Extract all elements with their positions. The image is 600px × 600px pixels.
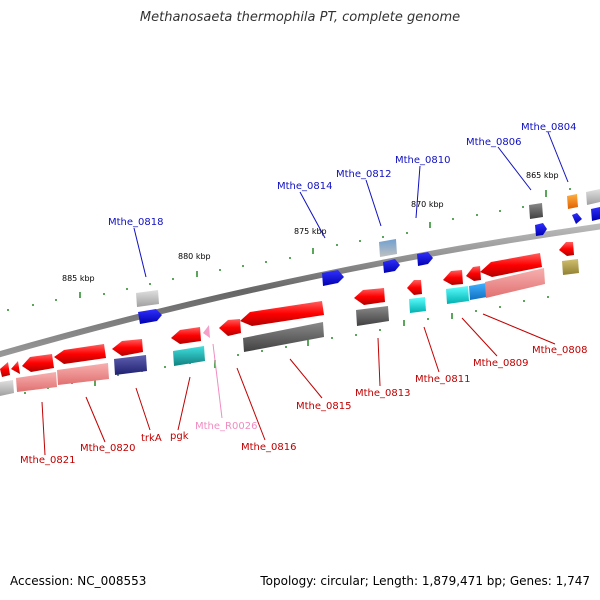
map-title: Methanosaeta thermophila PT, complete ge… <box>139 10 461 25</box>
gene-mthe-0811[interactable] <box>407 280 422 295</box>
label-mthe-0806: Mthe_0806 <box>466 137 522 148</box>
gene-red-left-2[interactable] <box>11 361 20 374</box>
label-mthe-0815: Mthe_0815 <box>296 401 352 412</box>
gene-mthe-0818[interactable] <box>138 309 162 324</box>
gene-mthe-0810[interactable] <box>417 252 433 266</box>
gene-gray-left-inner[interactable] <box>0 380 14 396</box>
gene-mthe-0804[interactable] <box>567 194 578 209</box>
gene-pink-0821[interactable] <box>16 372 57 392</box>
label-mthe-0813: Mthe_0813 <box>355 388 411 399</box>
gene-gray-0813[interactable] <box>356 306 389 326</box>
label-mthe-0818: Mthe_0818 <box>108 217 164 228</box>
label-pgk: pgk <box>170 431 189 442</box>
gene-mthe-0820[interactable] <box>54 344 106 364</box>
label-mthe-0811: Mthe_0811 <box>415 374 471 385</box>
gene-red-0809b[interactable] <box>466 266 481 281</box>
gene-pink-0808[interactable] <box>485 268 545 298</box>
gene-red-right[interactable] <box>559 242 574 256</box>
gene-purple-trka[interactable] <box>114 355 147 375</box>
gene-mthe-0808[interactable] <box>480 253 542 277</box>
gene-cyan-0811[interactable] <box>409 297 426 313</box>
forward-genes <box>136 189 600 324</box>
label-mthe-0810: Mthe_0810 <box>395 155 451 166</box>
gene-mthe-0806-a[interactable] <box>529 203 543 219</box>
gene-cyan-0809[interactable] <box>446 286 469 304</box>
gene-mthe-0816[interactable] <box>219 319 241 336</box>
gene-blue-small[interactable] <box>572 213 582 224</box>
reverse-genes <box>0 242 574 377</box>
gene-olive-right[interactable] <box>562 259 579 275</box>
gene-mthe-r0026[interactable] <box>203 325 210 338</box>
gene-mthe-0806-b[interactable] <box>535 223 547 236</box>
scale-label-880: 880 kbp <box>178 252 211 261</box>
gene-mthe-0812-a[interactable] <box>379 239 397 257</box>
gene-trka[interactable] <box>112 339 143 356</box>
label-mthe-0808: Mthe_0808 <box>532 345 588 356</box>
gene-mthe-0821[interactable] <box>22 354 54 372</box>
gene-pgk[interactable] <box>171 327 201 344</box>
accession-text: Accession: NC_008553 <box>10 574 147 588</box>
gene-gray-0815[interactable] <box>243 322 324 352</box>
label-mthe-0816: Mthe_0816 <box>241 442 297 453</box>
label-leaders <box>41 131 569 456</box>
gene-pink-0820[interactable] <box>57 363 109 385</box>
gene-gray-right[interactable] <box>586 189 600 205</box>
label-trka: trkA <box>141 433 162 444</box>
label-mthe-0804: Mthe_0804 <box>521 122 577 133</box>
gene-blue-right[interactable] <box>591 207 600 221</box>
gene-mthe-0812-b[interactable] <box>383 259 400 273</box>
gene-gray-upper[interactable] <box>136 290 159 307</box>
gene-mthe-0809[interactable] <box>443 270 463 285</box>
label-mthe-r0026: Mthe_R0026 <box>195 421 257 432</box>
gene-cyan-pgk[interactable] <box>173 346 205 366</box>
label-mthe-0812: Mthe_0812 <box>336 169 392 180</box>
gene-azure-0809b[interactable] <box>469 283 487 300</box>
genome-summary-text: Topology: circular; Length: 1,879,471 bp… <box>260 574 590 588</box>
genome-backbone <box>0 223 600 358</box>
label-mthe-0814: Mthe_0814 <box>277 181 333 192</box>
outer-ticks <box>7 188 571 311</box>
gene-red-far-left[interactable] <box>0 362 10 377</box>
inner-row-genes <box>0 259 579 396</box>
label-mthe-0809: Mthe_0809 <box>473 358 529 369</box>
scale-label-875: 875 kbp <box>294 227 327 236</box>
label-mthe-0820: Mthe_0820 <box>80 443 136 454</box>
scale-label-870: 870 kbp <box>411 200 444 209</box>
scale-label-865: 865 kbp <box>526 171 559 180</box>
scale-label-885: 885 kbp <box>62 274 95 283</box>
gene-mthe-0814[interactable] <box>322 270 344 286</box>
gene-mthe-0815[interactable] <box>240 301 324 326</box>
gene-mthe-0813[interactable] <box>354 288 385 305</box>
label-mthe-0821: Mthe_0821 <box>20 455 76 466</box>
